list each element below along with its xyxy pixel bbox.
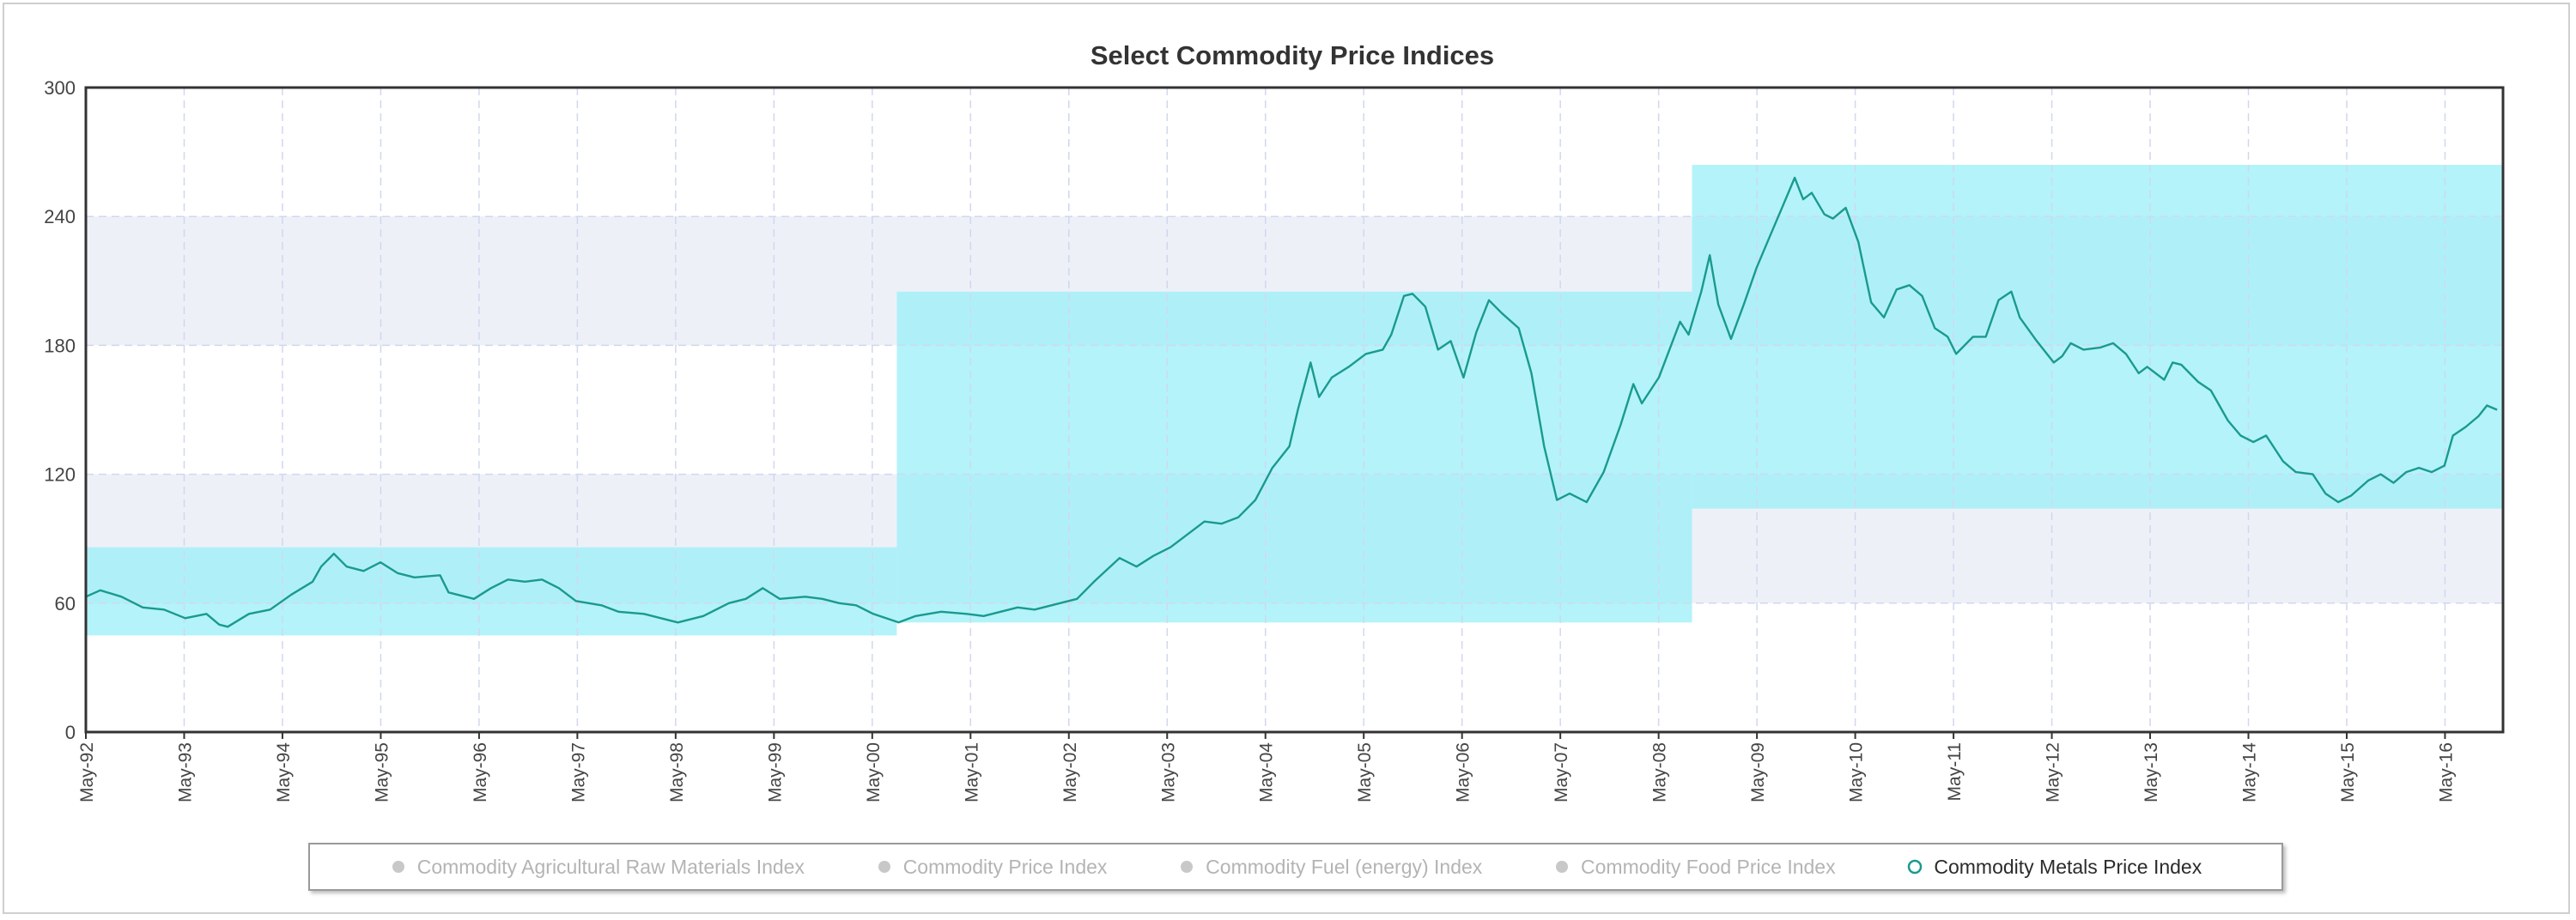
legend-marker-icon (878, 861, 890, 873)
series-layer (85, 176, 2498, 628)
legend-label: Commodity Price Index (902, 855, 1108, 878)
x-tick-label: May-15 (2338, 742, 2358, 802)
x-tick-label: May-03 (1158, 742, 1178, 802)
chart-title: Select Commodity Price Indices (1091, 40, 1494, 70)
x-tick-label: May-04 (1257, 742, 1277, 802)
x-tick-label: May-14 (2240, 742, 2260, 802)
legend-item-fuel-energy-index[interactable]: Commodity Fuel (energy) Index (1178, 856, 1482, 879)
y-axis: 0 60 120 180 240 300 (44, 77, 76, 743)
legend-item-agricultural-raw-materials[interactable]: Commodity Agricultural Raw Materials Ind… (390, 856, 805, 879)
x-tick-label: May-09 (1748, 742, 1768, 802)
legend-label: Commodity Food Price Index (1581, 855, 1836, 878)
series-line-metals (85, 176, 2498, 628)
x-tick-label: May-01 (962, 742, 981, 802)
range-band (896, 291, 1692, 623)
plot-bands (86, 165, 2503, 636)
y-tick-label: 300 (44, 77, 76, 99)
x-tick-label: May-12 (2044, 742, 2063, 802)
y-tick-label: 180 (44, 335, 76, 356)
x-tick-label: May-11 (1945, 742, 1965, 801)
legend-marker-icon (392, 861, 404, 873)
x-tick-label: May-94 (274, 742, 294, 802)
x-tick-label: May-06 (1454, 742, 1473, 802)
x-tick-label: May-00 (864, 742, 884, 802)
x-tick-label: May-10 (1847, 742, 1867, 802)
x-tick-label: May-95 (372, 742, 392, 802)
x-tick-label: May-98 (667, 742, 687, 802)
x-tick-label: May-08 (1650, 742, 1670, 802)
x-tick-label: May-96 (471, 742, 490, 802)
chart-legend: Commodity Agricultural Raw Materials Ind… (308, 843, 2283, 891)
chart-container: Select Commodity Price Indices 0 60 120 180… (3, 3, 2570, 914)
x-tick-label: May-93 (175, 742, 195, 802)
x-tick-label: May-16 (2436, 742, 2456, 802)
legend-marker-icon (1181, 861, 1194, 873)
legend-label: Commodity Fuel (energy) Index (1206, 855, 1483, 878)
grid-lines (85, 88, 2503, 732)
chart-svg: Select Commodity Price Indices 0 60 120 180… (44, 40, 2505, 802)
legend-item-metals-price-index[interactable]: Commodity Metals Price Index (1906, 856, 2202, 879)
y-tick-label: 120 (44, 464, 76, 486)
y-tick-label: 240 (44, 206, 76, 227)
x-tick-label: May-05 (1355, 742, 1375, 802)
x-tick-label: May-13 (2142, 742, 2161, 802)
x-tick-label: May-07 (1552, 742, 1571, 802)
x-tick-label: May-02 (1060, 742, 1080, 802)
legend-marker-icon (1908, 859, 1923, 875)
range-band (1692, 165, 2503, 509)
x-tick-label: May-99 (765, 742, 785, 802)
legend-item-food-price-index[interactable]: Commodity Food Price Index (1553, 856, 1836, 879)
y-tick-label: 60 (55, 593, 76, 614)
x-tick-label: May-97 (568, 742, 588, 802)
legend-marker-icon (1556, 861, 1569, 873)
legend-label: Commodity Agricultural Raw Materials Ind… (416, 855, 805, 878)
plot-border (84, 86, 2505, 734)
y-tick-label: 0 (65, 722, 76, 743)
legend-label: Commodity Metals Price Index (1934, 855, 2202, 878)
x-axis: May-92 May-93 May-94 May-95 May-96 May-97 May-… (77, 732, 2456, 802)
x-tick-label: May-92 (77, 742, 97, 802)
range-band (86, 547, 897, 636)
legend-item-commodity-price-index[interactable]: Commodity Price Index (876, 855, 1108, 879)
